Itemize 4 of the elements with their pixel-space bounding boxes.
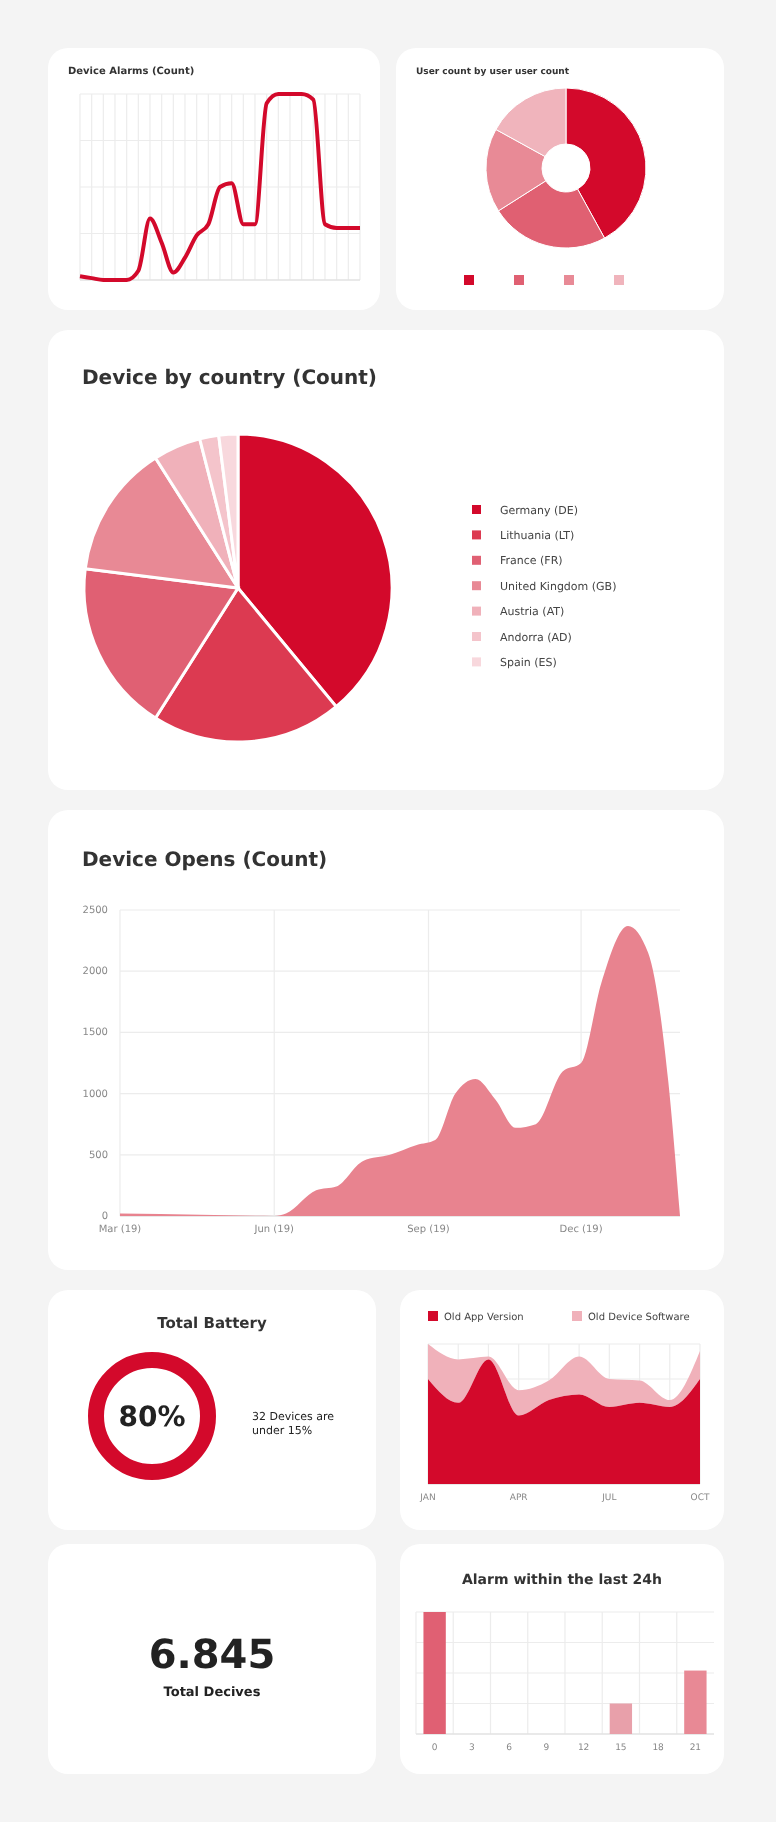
chart-title: Device Opens (Count) <box>82 850 328 872</box>
text: 80% <box>118 1402 186 1434</box>
text: 6.845 <box>148 1630 276 1678</box>
chart-title: Device by country (Count) <box>82 368 377 390</box>
